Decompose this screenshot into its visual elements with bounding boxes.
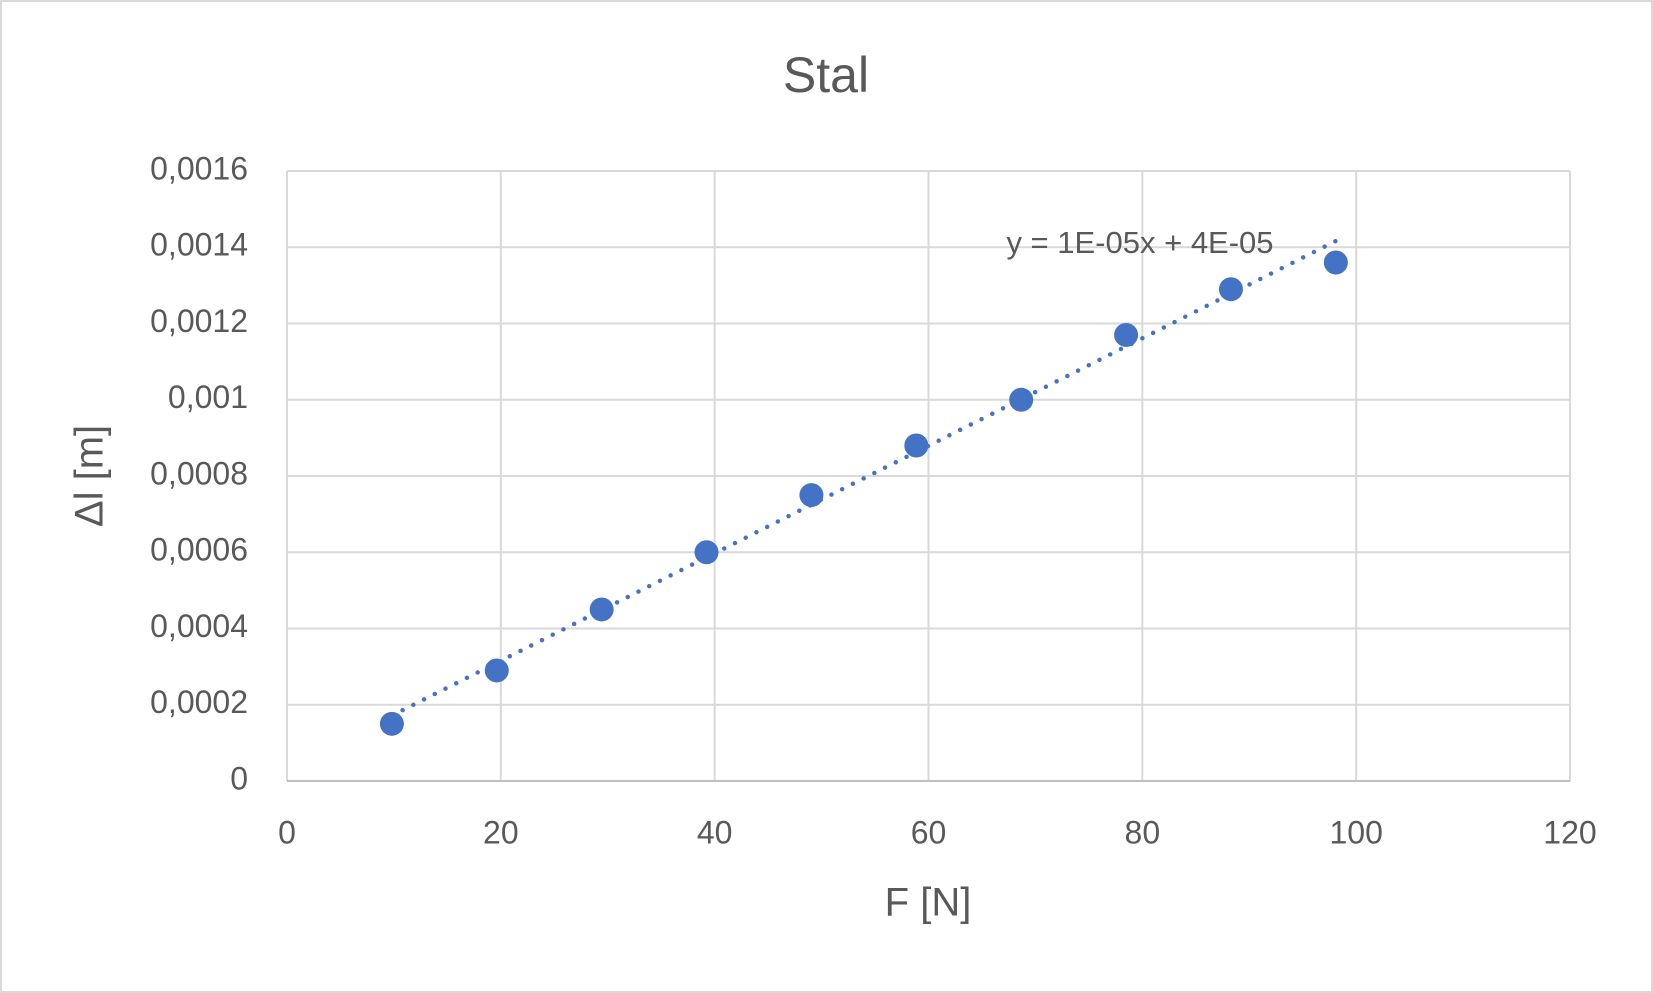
y-tick-label: 0,0012 xyxy=(150,303,248,339)
data-point xyxy=(484,658,509,683)
data-point xyxy=(1009,387,1034,412)
x-tick-label: 20 xyxy=(483,814,519,850)
y-axis-title: Δl [m] xyxy=(68,425,112,527)
y-tick-label: 0,0016 xyxy=(150,150,248,186)
x-tick-label: 120 xyxy=(1543,814,1596,850)
data-point xyxy=(379,711,404,736)
y-tick-label: 0,0006 xyxy=(150,532,248,568)
data-point xyxy=(1323,250,1348,275)
x-tick-label: 40 xyxy=(697,814,733,850)
data-point xyxy=(1218,277,1243,302)
y-tick-label: 0 xyxy=(230,760,248,796)
x-tick-label: 100 xyxy=(1329,814,1382,850)
data-point xyxy=(1114,322,1139,347)
x-tick-label: 60 xyxy=(911,814,947,850)
y-tick-label: 0,0004 xyxy=(150,608,248,644)
x-axis-title: F [N] xyxy=(885,881,972,925)
x-tick-label: 80 xyxy=(1125,814,1161,850)
chart-title: Stal xyxy=(783,47,869,103)
trendline xyxy=(389,238,1339,718)
y-tick-label: 0,0002 xyxy=(150,684,248,720)
x-tick-label: 0 xyxy=(278,814,296,850)
y-tick-label: 0,001 xyxy=(168,379,248,415)
data-point xyxy=(694,540,719,565)
trendline-label: y = 1E-05x + 4E-05 xyxy=(1006,225,1273,260)
data-point xyxy=(589,597,614,622)
data-point xyxy=(799,483,824,508)
y-tick-label: 0,0014 xyxy=(150,227,248,263)
y-tick-label: 0,0008 xyxy=(150,455,248,491)
data-point xyxy=(904,433,929,458)
